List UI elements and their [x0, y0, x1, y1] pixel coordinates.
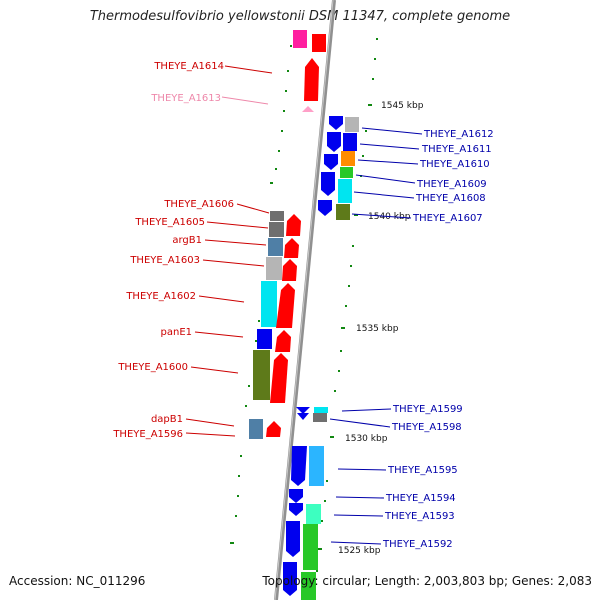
gene-arrow-THEYE_A1606[interactable]	[286, 214, 301, 236]
gene-cell[interactable]	[336, 204, 350, 220]
gene-cell-dapB1[interactable]	[249, 419, 263, 439]
gene-cell[interactable]	[253, 350, 270, 400]
gene-arrow-THEYE_A1603[interactable]	[276, 283, 295, 328]
gene-arrow-THEYE_A1611[interactable]	[327, 132, 341, 152]
map-title: Thermodesulfovibrio yellowstonii DSM 113…	[89, 9, 511, 24]
gene-label-THEYE_A1592[interactable]: THEYE_A1592	[382, 539, 453, 550]
gene-arrow-argB1[interactable]	[282, 259, 297, 281]
gene-arrow-THEYE_A1596[interactable]	[266, 421, 281, 437]
gene-label-THEYE_A1611[interactable]: THEYE_A1611	[421, 144, 492, 155]
scale-label-1535: 1535 kbp	[356, 324, 399, 334]
genome-backbone	[274, 0, 336, 600]
scale-label-1525: 1525 kbp	[338, 546, 381, 556]
gene-arrow-THEYE_A1614[interactable]	[304, 58, 319, 101]
gene-label-THEYE_A1594[interactable]: THEYE_A1594	[385, 493, 456, 504]
scale-label-1545: 1545 kbp	[381, 101, 424, 111]
gene-cell[interactable]	[338, 179, 352, 203]
forward-strand-features	[249, 30, 326, 439]
genome-summary: Topology: circular; Length: 2,003,803 bp…	[262, 574, 592, 588]
scale-label-1530: 1530 kbp	[345, 434, 388, 444]
gene-arrow-THEYE_A1594[interactable]	[289, 489, 303, 503]
gene-cell[interactable]	[340, 167, 353, 178]
left-label-leaders	[185, 65, 273, 437]
gene-label-THEYE_A1599[interactable]: THEYE_A1599	[392, 404, 463, 415]
right-label-leaders	[329, 127, 423, 545]
gene-arrow-THEYE_A1594b[interactable]	[289, 503, 303, 516]
gene-cell[interactable]	[309, 446, 324, 486]
gene-arrow-THEYE_A1595[interactable]	[291, 446, 307, 486]
gene-arrow-THEYE_A1612[interactable]	[329, 116, 343, 130]
gene-cell[interactable]	[269, 222, 284, 237]
gene-label-THEYE_A1602[interactable]: THEYE_A1602	[125, 291, 196, 302]
gene-feature[interactable]	[293, 30, 307, 48]
gene-cell[interactable]	[306, 504, 321, 524]
gene-arrow-THEYE_A1609[interactable]	[321, 172, 335, 196]
gene-arrow-THEYE_A1607[interactable]	[318, 200, 332, 216]
gene-arrow-THEYE_A1605[interactable]	[284, 238, 299, 258]
gene-arrow-THEYE_A1599[interactable]	[296, 407, 310, 414]
gene-cell[interactable]	[261, 281, 277, 327]
gene-arrow-THEYE_A1600[interactable]	[270, 353, 288, 403]
gene-cell[interactable]	[314, 407, 328, 413]
scale-ring-right	[316, 38, 378, 572]
gene-label-THEYE_A1603[interactable]: THEYE_A1603	[129, 255, 200, 266]
gene-label-THEYE_A1607[interactable]: THEYE_A1607	[412, 213, 483, 224]
gene-label-THEYE_A1596[interactable]: THEYE_A1596	[112, 429, 183, 440]
gene-cell[interactable]	[341, 151, 355, 166]
genome-backbone-highlight	[274, 0, 334, 600]
gene-label-THEYE_A1606[interactable]: THEYE_A1606	[163, 199, 234, 210]
gene-cell[interactable]	[270, 211, 284, 221]
gene-arrow-THEYE_A1613[interactable]	[302, 106, 314, 112]
gene-label-THEYE_A1612[interactable]: THEYE_A1612	[423, 129, 494, 140]
gene-cell[interactable]	[313, 413, 327, 422]
gene-label-THEYE_A1609[interactable]: THEYE_A1609	[416, 179, 487, 190]
right-gene-labels: THEYE_A1612 THEYE_A1611 THEYE_A1610 THEY…	[382, 129, 494, 550]
left-gene-labels: THEYE_A1614 THEYE_A1613 THEYE_A1606 THEY…	[112, 61, 234, 440]
gene-label-panE1[interactable]: panE1	[161, 327, 193, 338]
gene-arrow-panE1[interactable]	[275, 330, 291, 352]
gene-feature[interactable]	[312, 34, 326, 52]
gene-label-THEYE_A1600[interactable]: THEYE_A1600	[117, 362, 188, 373]
gene-cell[interactable]	[345, 117, 359, 132]
gene-cell[interactable]	[301, 572, 316, 600]
gene-label-THEYE_A1598[interactable]: THEYE_A1598	[391, 422, 462, 433]
reverse-strand-features	[283, 116, 359, 600]
gene-arrow-THEYE_A1592[interactable]	[283, 562, 297, 596]
gene-arrow-THEYE_A1610[interactable]	[324, 154, 338, 170]
gene-cell[interactable]	[266, 257, 282, 280]
gene-label-THEYE_A1613[interactable]: THEYE_A1613	[150, 93, 221, 104]
gene-label-THEYE_A1605[interactable]: THEYE_A1605	[134, 217, 205, 228]
gene-cell[interactable]	[257, 329, 272, 349]
gene-cell[interactable]	[343, 133, 357, 151]
gene-label-THEYE_A1595[interactable]: THEYE_A1595	[387, 465, 458, 476]
gene-arrow-THEYE_A1599b[interactable]	[297, 413, 309, 420]
gene-cell[interactable]	[303, 524, 318, 570]
gene-label-argB1[interactable]: argB1	[172, 235, 202, 246]
gene-arrow-THEYE_A1593[interactable]	[286, 521, 300, 557]
gene-label-THEYE_A1610[interactable]: THEYE_A1610	[419, 159, 490, 170]
gene-label-THEYE_A1608[interactable]: THEYE_A1608	[415, 193, 486, 204]
gene-label-THEYE_A1593[interactable]: THEYE_A1593	[384, 511, 455, 522]
accession-label: Accession: NC_011296	[9, 574, 146, 588]
gene-label-dapB1[interactable]: dapB1	[151, 414, 183, 425]
gene-cell[interactable]	[268, 238, 283, 256]
gene-label-THEYE_A1614[interactable]: THEYE_A1614	[153, 61, 224, 72]
